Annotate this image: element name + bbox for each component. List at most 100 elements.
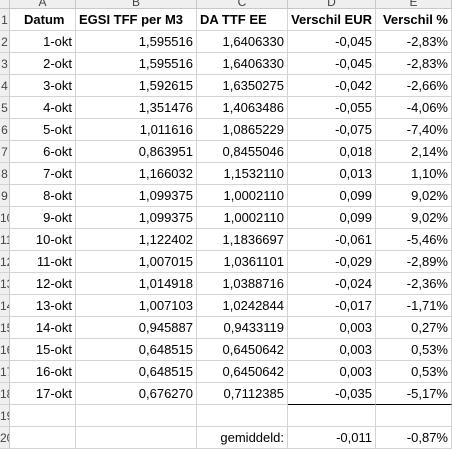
cell-da-ttf[interactable]: 0,8455046	[197, 141, 288, 163]
summary-label[interactable]: gemiddeld:	[197, 427, 288, 449]
cell-datum[interactable]: 14-okt	[10, 317, 76, 339]
cell-egsi[interactable]: 0,945887	[76, 317, 197, 339]
cell-da-ttf[interactable]: 0,6450642	[197, 339, 288, 361]
cell-egsi[interactable]: 0,648515	[76, 361, 197, 383]
cell-datum[interactable]: 8-okt	[10, 185, 76, 207]
cell-egsi[interactable]: 0,863951	[76, 141, 197, 163]
cell-egsi[interactable]: 0,676270	[76, 383, 197, 405]
cell-egsi[interactable]: 1,122402	[76, 229, 197, 251]
empty-cell[interactable]	[197, 405, 288, 427]
cell-datum[interactable]: 5-okt	[10, 119, 76, 141]
cell-verschil-eur[interactable]: -0,035	[288, 383, 376, 405]
cell-verschil-eur[interactable]: -0,029	[288, 251, 376, 273]
cell-da-ttf[interactable]: 1,0242844	[197, 295, 288, 317]
cell-da-ttf[interactable]: 1,0361101	[197, 251, 288, 273]
cell-verschil-eur[interactable]: -0,075	[288, 119, 376, 141]
cell-verschil-pct[interactable]: -2,66%	[376, 75, 452, 97]
cell-egsi[interactable]: 1,592615	[76, 75, 197, 97]
row-number[interactable]: 11	[0, 229, 10, 251]
row-number[interactable]: 3	[0, 53, 10, 75]
cell-egsi[interactable]: 1,007103	[76, 295, 197, 317]
cell-verschil-eur[interactable]: 0,003	[288, 317, 376, 339]
cell-verschil-eur[interactable]: 0,099	[288, 207, 376, 229]
row-number[interactable]: 1	[0, 9, 10, 31]
cell-verschil-eur[interactable]: -0,055	[288, 97, 376, 119]
summary-verschil-pct[interactable]: -0,87%	[376, 427, 452, 449]
column-letter-0[interactable]: A	[10, 0, 76, 9]
empty-cell[interactable]	[376, 405, 452, 427]
column-letter-3[interactable]: D	[288, 0, 376, 9]
cell-datum[interactable]: 2-okt	[10, 53, 76, 75]
cell-da-ttf[interactable]: 0,7112385	[197, 383, 288, 405]
empty-cell[interactable]	[10, 405, 76, 427]
cell-da-ttf[interactable]: 1,6406330	[197, 53, 288, 75]
row-number[interactable]: 5	[0, 97, 10, 119]
cell-verschil-pct[interactable]: 0,27%	[376, 317, 452, 339]
row-number[interactable]: 17	[0, 361, 10, 383]
cell-datum[interactable]: 11-okt	[10, 251, 76, 273]
cell-datum[interactable]: 10-okt	[10, 229, 76, 251]
column-letter-2[interactable]: C	[197, 0, 288, 9]
cell-verschil-pct[interactable]: -2,83%	[376, 53, 452, 75]
cell-verschil-pct[interactable]: -2,89%	[376, 251, 452, 273]
cell-da-ttf[interactable]: 1,1836697	[197, 229, 288, 251]
cell-verschil-eur[interactable]: -0,017	[288, 295, 376, 317]
row-number[interactable]: 7	[0, 141, 10, 163]
cell-verschil-pct[interactable]: -7,40%	[376, 119, 452, 141]
column-letter-4[interactable]: E	[376, 0, 452, 9]
row-number[interactable]: 10	[0, 207, 10, 229]
empty-cell[interactable]	[10, 427, 76, 449]
cell-egsi[interactable]: 1,014918	[76, 273, 197, 295]
cell-verschil-eur[interactable]: 0,003	[288, 339, 376, 361]
cell-da-ttf[interactable]: 0,6450642	[197, 361, 288, 383]
cell-verschil-eur[interactable]: 0,018	[288, 141, 376, 163]
cell-verschil-eur[interactable]: -0,042	[288, 75, 376, 97]
cell-datum[interactable]: 3-okt	[10, 75, 76, 97]
empty-cell[interactable]	[76, 427, 197, 449]
select-all-corner[interactable]	[0, 0, 10, 9]
cell-da-ttf[interactable]: 1,4063486	[197, 97, 288, 119]
row-number[interactable]: 4	[0, 75, 10, 97]
cell-egsi[interactable]: 1,351476	[76, 97, 197, 119]
row-number[interactable]: 12	[0, 251, 10, 273]
cell-da-ttf[interactable]: 0,9433119	[197, 317, 288, 339]
row-number[interactable]: 2	[0, 31, 10, 53]
cell-verschil-pct[interactable]: 9,02%	[376, 185, 452, 207]
cell-datum[interactable]: 15-okt	[10, 339, 76, 361]
cell-verschil-pct[interactable]: 1,10%	[376, 163, 452, 185]
cell-datum[interactable]: 7-okt	[10, 163, 76, 185]
header-da-ttf[interactable]: DA TTF EE	[197, 9, 288, 31]
row-number[interactable]: 8	[0, 163, 10, 185]
cell-datum[interactable]: 4-okt	[10, 97, 76, 119]
empty-cell[interactable]	[76, 405, 197, 427]
cell-egsi[interactable]: 1,007015	[76, 251, 197, 273]
cell-verschil-eur[interactable]: 0,099	[288, 185, 376, 207]
cell-verschil-pct[interactable]: 0,53%	[376, 339, 452, 361]
summary-verschil-eur[interactable]: -0,011	[288, 427, 376, 449]
header-egsi[interactable]: EGSI TFF per M3	[76, 9, 197, 31]
row-number[interactable]: 20	[0, 427, 10, 449]
cell-datum[interactable]: 6-okt	[10, 141, 76, 163]
row-number[interactable]: 15	[0, 317, 10, 339]
cell-egsi[interactable]: 1,099375	[76, 185, 197, 207]
cell-da-ttf[interactable]: 1,0002110	[197, 207, 288, 229]
cell-verschil-pct[interactable]: -1,71%	[376, 295, 452, 317]
column-letter-1[interactable]: B	[76, 0, 197, 9]
cell-da-ttf[interactable]: 1,0388716	[197, 273, 288, 295]
cell-datum[interactable]: 12-okt	[10, 273, 76, 295]
cell-verschil-pct[interactable]: 9,02%	[376, 207, 452, 229]
cell-egsi[interactable]: 0,648515	[76, 339, 197, 361]
cell-egsi[interactable]: 1,595516	[76, 53, 197, 75]
row-number[interactable]: 16	[0, 339, 10, 361]
cell-da-ttf[interactable]: 1,1532110	[197, 163, 288, 185]
cell-verschil-eur[interactable]: 0,013	[288, 163, 376, 185]
cell-datum[interactable]: 13-okt	[10, 295, 76, 317]
cell-verschil-pct[interactable]: -2,36%	[376, 273, 452, 295]
cell-da-ttf[interactable]: 1,6350275	[197, 75, 288, 97]
cell-verschil-pct[interactable]: -5,46%	[376, 229, 452, 251]
row-number[interactable]: 18	[0, 383, 10, 405]
cell-verschil-eur[interactable]: -0,061	[288, 229, 376, 251]
cell-egsi[interactable]: 1,595516	[76, 31, 197, 53]
cell-da-ttf[interactable]: 1,6406330	[197, 31, 288, 53]
row-number[interactable]: 9	[0, 185, 10, 207]
